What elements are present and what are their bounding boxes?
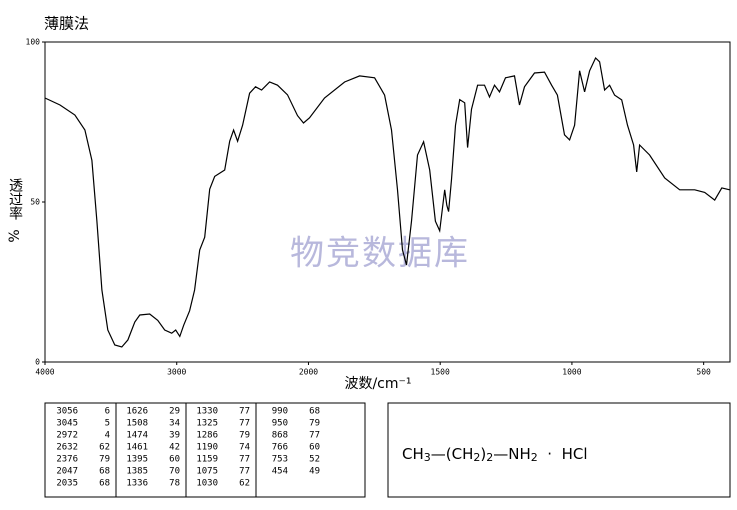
formula-part: CH — [402, 445, 424, 463]
table-wavenumber: 868 — [272, 431, 288, 441]
table-transmittance: 77 — [239, 407, 250, 417]
y-label-unit: % — [7, 229, 23, 242]
watermark: 物竞数据库 — [290, 234, 470, 274]
x-tick-label: 500 — [696, 368, 711, 377]
table-wavenumber: 1336 — [126, 479, 148, 489]
table-wavenumber: 1075 — [196, 467, 218, 477]
y-label: 透过率 — [7, 178, 23, 220]
formula-part: 2 — [531, 451, 538, 464]
table-wavenumber: 1190 — [196, 443, 218, 453]
y-tick-label: 100 — [26, 38, 41, 47]
table-wavenumber: 1474 — [126, 431, 148, 441]
table-wavenumber: 1030 — [196, 479, 218, 489]
table-transmittance: 34 — [169, 419, 180, 429]
table-transmittance: 68 — [99, 467, 110, 477]
table-transmittance: 49 — [309, 467, 320, 477]
x-tick-label: 1500 — [431, 368, 450, 377]
table-wavenumber: 1330 — [196, 407, 218, 417]
table-wavenumber: 2376 — [56, 455, 78, 465]
table-transmittance: 62 — [99, 443, 110, 453]
chart-title: 薄膜法 — [44, 15, 89, 33]
table-transmittance: 77 — [239, 455, 250, 465]
table-wavenumber: 3045 — [56, 419, 78, 429]
table-wavenumber: 2972 — [56, 431, 78, 441]
x-label: 波数/cm⁻¹ — [344, 376, 411, 392]
table-transmittance: 68 — [309, 407, 320, 417]
x-tick-label: 2000 — [299, 368, 318, 377]
table-transmittance: 6 — [105, 407, 110, 417]
formula-part: —NH — [493, 445, 531, 463]
table-transmittance: 68 — [99, 479, 110, 489]
table-transmittance: 62 — [239, 479, 250, 489]
table-transmittance: 70 — [169, 467, 180, 477]
peak-table-box — [44, 402, 366, 498]
table-wavenumber: 2035 — [56, 479, 78, 489]
formula-part: 2 — [486, 451, 493, 464]
formula-part: ) — [480, 445, 486, 463]
table-transmittance: 78 — [169, 479, 180, 489]
table-transmittance: 5 — [105, 419, 110, 429]
x-tick-label: 1000 — [562, 368, 581, 377]
formula-part: 3 — [424, 451, 431, 464]
y-tick-label: 50 — [30, 198, 40, 207]
table-transmittance: 77 — [239, 467, 250, 477]
x-tick-label: 3000 — [167, 368, 186, 377]
y-tick-label: 0 — [35, 358, 40, 367]
table-wavenumber: 3056 — [56, 407, 78, 417]
table-wavenumber: 1508 — [126, 419, 148, 429]
table-wavenumber: 1626 — [126, 407, 148, 417]
formula: CH3—(CH2)2—NH2 · HCl — [402, 445, 588, 465]
table-transmittance: 74 — [239, 443, 250, 453]
table-transmittance: 60 — [309, 443, 320, 453]
formula-part: 2 — [473, 451, 480, 464]
table-transmittance: 77 — [309, 431, 320, 441]
formula-part: · HCl — [538, 445, 588, 463]
table-wavenumber: 2632 — [56, 443, 78, 453]
spectrum-line — [44, 56, 730, 348]
x-tick-label: 4000 — [35, 368, 54, 377]
table-wavenumber: 454 — [272, 467, 288, 477]
table-wavenumber: 1325 — [196, 419, 218, 429]
formula-part: —(CH — [431, 445, 474, 463]
table-transmittance: 52 — [309, 455, 320, 465]
table-wavenumber: 990 — [272, 407, 288, 417]
table-wavenumber: 1159 — [196, 455, 218, 465]
table-wavenumber: 950 — [272, 419, 288, 429]
table-transmittance: 39 — [169, 431, 180, 441]
table-transmittance: 77 — [239, 419, 250, 429]
table-wavenumber: 753 — [272, 455, 288, 465]
table-wavenumber: 766 — [272, 443, 288, 453]
table-wavenumber: 1385 — [126, 467, 148, 477]
table-wavenumber: 1461 — [126, 443, 148, 453]
formula-box — [387, 402, 731, 498]
table-transmittance: 79 — [239, 431, 250, 441]
table-transmittance: 29 — [169, 407, 180, 417]
table-wavenumber: 1286 — [196, 431, 218, 441]
table-wavenumber: 1395 — [126, 455, 148, 465]
table-transmittance: 42 — [169, 443, 180, 453]
table-wavenumber: 2047 — [56, 467, 78, 477]
table-transmittance: 4 — [105, 431, 110, 441]
table-transmittance: 79 — [309, 419, 320, 429]
table-transmittance: 79 — [99, 455, 110, 465]
table-transmittance: 60 — [169, 455, 180, 465]
